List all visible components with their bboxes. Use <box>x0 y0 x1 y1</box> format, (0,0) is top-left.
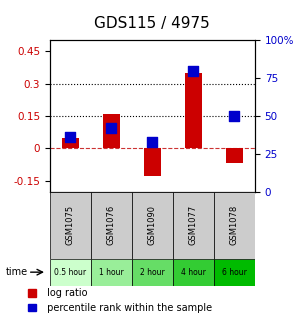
Text: 4 hour: 4 hour <box>181 268 206 277</box>
FancyBboxPatch shape <box>91 259 132 286</box>
Bar <box>62 137 79 148</box>
FancyBboxPatch shape <box>173 192 214 259</box>
Text: 2 hour: 2 hour <box>140 268 165 277</box>
Text: 1 hour: 1 hour <box>99 268 124 277</box>
FancyBboxPatch shape <box>214 259 255 286</box>
Text: 6 hour: 6 hour <box>222 268 247 277</box>
Point <box>68 134 73 140</box>
Bar <box>103 114 120 148</box>
FancyBboxPatch shape <box>214 192 255 259</box>
Text: time: time <box>6 267 28 277</box>
Text: GDS115 / 4975: GDS115 / 4975 <box>94 16 210 31</box>
Text: 0.5 hour: 0.5 hour <box>54 268 86 277</box>
Legend:  log ratio,  percentile rank within the sample: log ratio, percentile rank within the sa… <box>28 288 212 313</box>
Text: GSM1076: GSM1076 <box>107 205 116 245</box>
FancyBboxPatch shape <box>50 259 91 286</box>
Bar <box>226 148 243 163</box>
FancyBboxPatch shape <box>132 259 173 286</box>
Text: GSM1077: GSM1077 <box>189 205 198 245</box>
Text: GSM1078: GSM1078 <box>230 205 239 245</box>
Bar <box>185 73 202 148</box>
Point <box>191 68 196 73</box>
Text: GSM1075: GSM1075 <box>66 205 75 245</box>
FancyBboxPatch shape <box>173 259 214 286</box>
Point <box>109 125 114 131</box>
Point <box>232 113 237 119</box>
Point <box>150 139 155 144</box>
FancyBboxPatch shape <box>132 192 173 259</box>
FancyBboxPatch shape <box>50 192 91 259</box>
Text: GSM1090: GSM1090 <box>148 205 157 245</box>
Bar <box>144 148 161 176</box>
FancyBboxPatch shape <box>91 192 132 259</box>
